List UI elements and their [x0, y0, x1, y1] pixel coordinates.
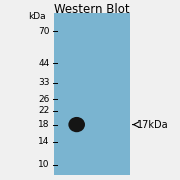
- Text: 33: 33: [38, 78, 50, 87]
- FancyBboxPatch shape: [54, 13, 130, 175]
- Text: 26: 26: [38, 95, 50, 104]
- Text: kDa: kDa: [28, 12, 46, 21]
- Text: Western Blot: Western Blot: [54, 3, 130, 16]
- Ellipse shape: [68, 117, 85, 132]
- Text: 70: 70: [38, 27, 50, 36]
- Text: 44: 44: [38, 59, 50, 68]
- Text: 18: 18: [38, 120, 50, 129]
- Text: 17kDa: 17kDa: [137, 120, 168, 130]
- Text: 22: 22: [38, 106, 50, 115]
- Text: 14: 14: [38, 137, 50, 146]
- Text: 10: 10: [38, 160, 50, 169]
